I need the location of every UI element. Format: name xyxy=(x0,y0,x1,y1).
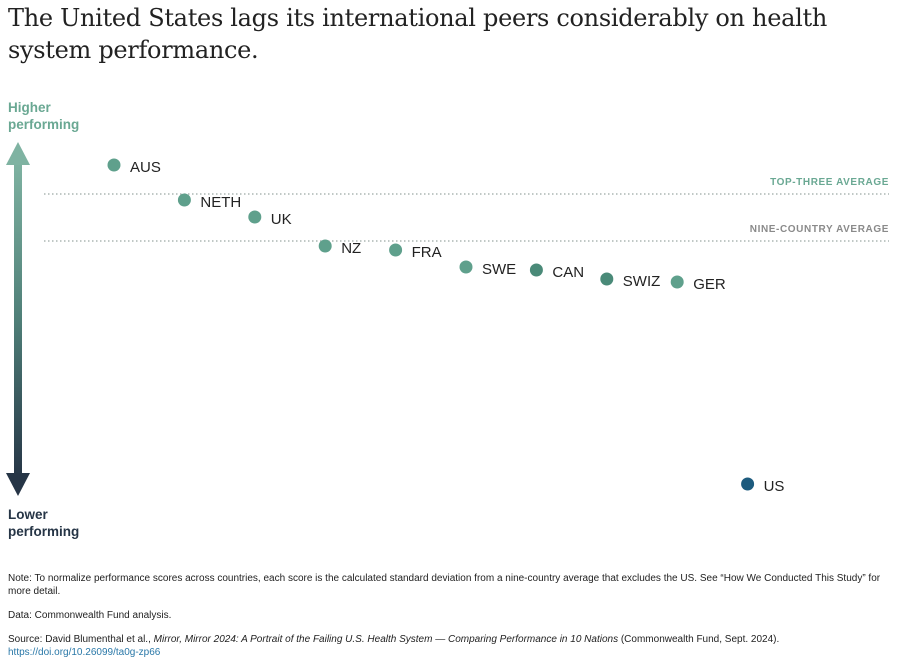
data-label-can: CAN xyxy=(552,264,584,281)
footnotes: Note: To normalize performance scores ac… xyxy=(8,572,888,670)
data-label-neth: NETH xyxy=(200,194,241,211)
data-label-swiz: SWIZ xyxy=(623,273,661,290)
scatter-chart: TOP-THREE AVERAGE NINE-COUNTRY AVERAGE AU… xyxy=(6,142,889,496)
data-point-can xyxy=(529,263,543,277)
lower-performing-label: Lower performing xyxy=(8,507,80,539)
chart-title: The United States lags its international… xyxy=(8,4,827,64)
data-point-swe xyxy=(459,260,473,274)
reference-line-label: NINE-COUNTRY AVERAGE xyxy=(750,224,889,235)
data-label-fra: FRA xyxy=(412,244,442,261)
higher-performing-label: Higher performing xyxy=(8,100,80,132)
data-label-swe: SWE xyxy=(482,261,516,278)
data-point-aus xyxy=(107,158,121,172)
source-prefix: Source: David Blumenthal et al., xyxy=(8,634,154,645)
source-title: Mirror, Mirror 2024: A Portrait of the F… xyxy=(153,634,619,645)
data-point-us xyxy=(741,477,755,491)
data-point-fra xyxy=(389,243,403,257)
source-suffix: (Commonwealth Fund, Sept. 2024). xyxy=(618,634,780,645)
note-text: Note: To normalize performance scores ac… xyxy=(8,573,881,597)
data-label-ger: GER xyxy=(693,276,726,293)
data-point-uk xyxy=(248,210,262,224)
data-text: Data: Commonwealth Fund analysis. xyxy=(8,610,172,621)
data-label-us: US xyxy=(764,478,785,495)
data-label-aus: AUS xyxy=(130,159,161,176)
reference-line-label: TOP-THREE AVERAGE xyxy=(770,177,889,188)
source-text: Source: David Blumenthal et al., Mirror,… xyxy=(8,633,888,659)
performance-arrow-icon xyxy=(6,142,30,496)
data-label-uk: UK xyxy=(271,211,292,228)
data-point-neth xyxy=(177,193,191,207)
doi-link[interactable]: https://doi.org/10.26099/ta0g-zp66 xyxy=(8,647,161,658)
data-point-nz xyxy=(318,239,332,253)
data-point-ger xyxy=(670,275,684,289)
data-label-nz: NZ xyxy=(341,240,361,257)
data-point-swiz xyxy=(600,272,614,286)
